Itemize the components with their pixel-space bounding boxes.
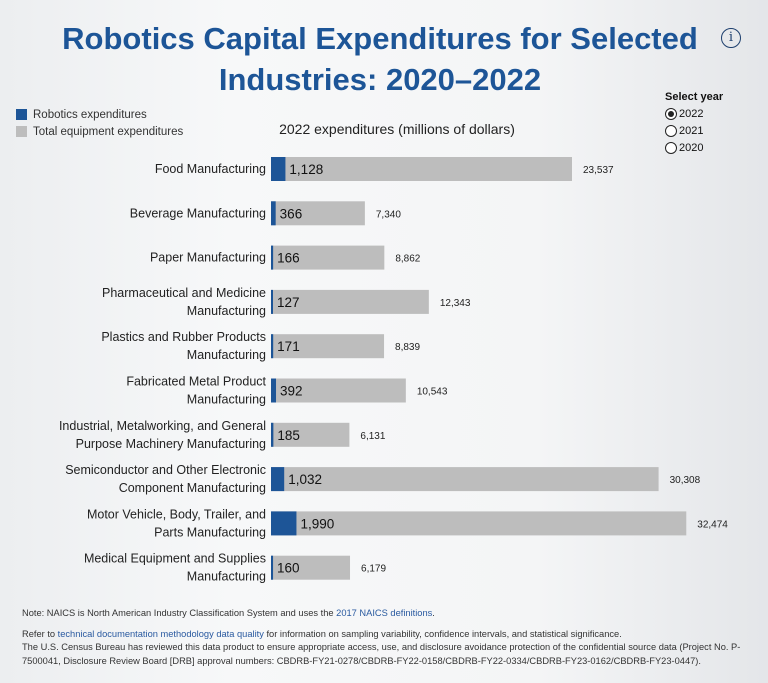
robotics-value-label: 392 <box>280 384 303 399</box>
robotics-bar <box>271 378 277 403</box>
robotics-bar <box>271 201 276 226</box>
radio-icon[interactable] <box>665 141 677 154</box>
info-icon[interactable]: i <box>721 28 741 48</box>
robotics-bar <box>271 511 297 536</box>
category-label: Motor Vehicle, Body, Trailer, and <box>87 507 266 521</box>
year-option-2021[interactable]: 2021 <box>665 122 723 139</box>
robotics-bar <box>271 422 274 447</box>
radio-icon[interactable] <box>665 124 677 137</box>
total-bar <box>271 334 385 359</box>
bar-chart: 2022 expenditures (millions of dollars) … <box>59 121 728 584</box>
total-bar <box>271 289 429 314</box>
year-label: 2021 <box>679 124 704 137</box>
total-value-label: 23,537 <box>583 165 614 176</box>
refer-text: Refer to <box>22 628 58 639</box>
robotics-value-label: 1,128 <box>289 162 323 177</box>
total-value-label: 7,340 <box>376 209 401 220</box>
refer-suffix: for information on sampling variability,… <box>263 628 622 639</box>
year-selector: Select year 2022 2021 2020 <box>665 91 723 156</box>
legend-item-robotics: Robotics expenditures <box>16 106 183 123</box>
technical-documentation-link[interactable]: technical documentation methodology data… <box>57 628 264 639</box>
category-label: Food Manufacturing <box>155 162 266 176</box>
category-label: Manufacturing <box>187 304 266 318</box>
total-value-label: 6,179 <box>361 564 386 575</box>
footer-refer: Refer to technical documentation methodo… <box>22 628 762 642</box>
category-label: Medical Equipment and Supplies <box>84 552 266 566</box>
category-label: Pharmaceutical and Medicine <box>102 286 266 300</box>
total-bar <box>271 378 406 403</box>
category-label: Industrial, Metalworking, and General <box>59 419 266 433</box>
total-value-label: 6,131 <box>360 431 385 442</box>
category-label: Fabricated Metal Product <box>126 375 266 389</box>
robotics-value-label: 166 <box>277 251 300 266</box>
page-title: Robotics Capital Expenditures for Select… <box>62 21 698 97</box>
robotics-bar <box>271 555 274 580</box>
year-label: 2020 <box>679 141 704 154</box>
year-label: 2022 <box>679 107 704 120</box>
total-value-label: 8,839 <box>395 342 420 353</box>
total-bar <box>271 245 385 270</box>
total-value-label: 32,474 <box>697 519 728 530</box>
legend: Robotics expenditures Total equipment ex… <box>16 106 183 140</box>
robotics-value-label: 127 <box>277 295 300 310</box>
robotics-value-label: 171 <box>277 339 300 354</box>
year-option-2020[interactable]: 2020 <box>665 139 723 156</box>
category-label: Paper Manufacturing <box>150 251 266 265</box>
note-text: Note: NAICS is North American Industry C… <box>22 608 337 618</box>
total-bar <box>271 511 687 536</box>
legend-swatch <box>16 126 27 137</box>
total-bar <box>271 157 572 181</box>
robotics-bar <box>271 289 273 314</box>
robotics-bar <box>271 157 286 181</box>
total-bar <box>271 555 351 580</box>
radio-selected-icon[interactable] <box>665 107 677 120</box>
category-label: Semiconductor and Other Electronic <box>65 463 266 477</box>
category-label: Manufacturing <box>187 393 266 407</box>
total-bar <box>271 467 659 492</box>
total-value-label: 12,343 <box>440 298 471 309</box>
robotics-value-label: 160 <box>277 561 300 576</box>
footer-note: Note: NAICS is North American Industry C… <box>22 607 762 621</box>
footer-disclosure: The U.S. Census Bureau has reviewed this… <box>22 642 741 666</box>
robotics-value-label: 366 <box>280 206 303 221</box>
robotics-bar <box>271 467 285 492</box>
legend-label: Total equipment expenditures <box>33 125 184 138</box>
total-value-label: 10,543 <box>417 387 448 398</box>
chart-title: 2022 expenditures (millions of dollars) <box>279 121 515 137</box>
legend-label: Robotics expenditures <box>33 108 147 121</box>
year-selector-label: Select year <box>665 91 724 103</box>
total-bar <box>271 201 365 226</box>
category-label: Component Manufacturing <box>119 481 266 495</box>
category-label: Manufacturing <box>187 570 266 584</box>
naics-definitions-link[interactable]: 2017 NAICS definitions <box>336 608 433 618</box>
category-label: Manufacturing <box>187 348 266 362</box>
legend-swatch <box>16 109 27 120</box>
year-option-2022[interactable]: 2022 <box>665 105 723 122</box>
total-bar <box>271 422 350 447</box>
category-label: Purpose Machinery Manufacturing <box>76 437 266 451</box>
robotics-value-label: 185 <box>277 428 300 443</box>
total-value-label: 30,308 <box>670 475 701 486</box>
robotics-value-label: 1,032 <box>288 472 322 487</box>
note-suffix: . <box>432 608 435 618</box>
total-value-label: 8,862 <box>395 254 420 265</box>
robotics-bar <box>271 245 274 270</box>
robotics-value-label: 1,990 <box>300 516 334 531</box>
footer: Note: NAICS is North American Industry C… <box>22 607 762 668</box>
category-label: Parts Manufacturing <box>154 525 266 539</box>
category-label: Beverage Manufacturing <box>130 206 266 220</box>
category-label: Plastics and Rubber Products <box>101 330 266 344</box>
legend-item-total: Total equipment expenditures <box>16 123 183 140</box>
robotics-bar <box>271 334 274 359</box>
